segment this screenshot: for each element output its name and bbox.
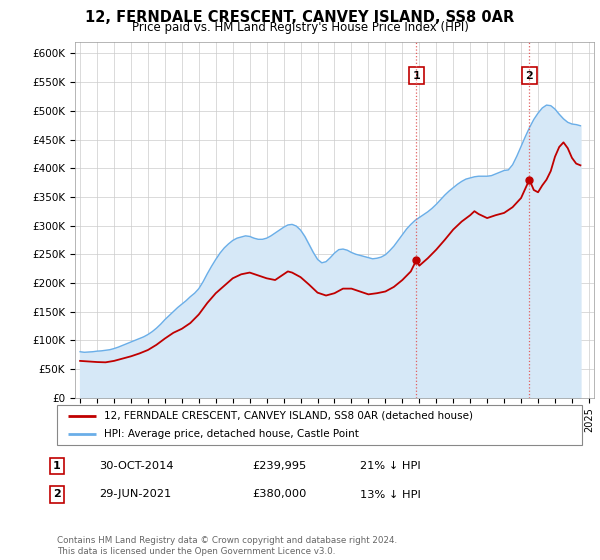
Text: 12, FERNDALE CRESCENT, CANVEY ISLAND, SS8 0AR (detached house): 12, FERNDALE CRESCENT, CANVEY ISLAND, SS… bbox=[104, 411, 473, 421]
Text: 1: 1 bbox=[413, 71, 420, 81]
Text: £380,000: £380,000 bbox=[252, 489, 307, 500]
Text: 1: 1 bbox=[53, 461, 61, 471]
Text: 21% ↓ HPI: 21% ↓ HPI bbox=[360, 461, 421, 471]
Text: 29-JUN-2021: 29-JUN-2021 bbox=[99, 489, 171, 500]
Text: 12, FERNDALE CRESCENT, CANVEY ISLAND, SS8 0AR: 12, FERNDALE CRESCENT, CANVEY ISLAND, SS… bbox=[85, 10, 515, 25]
Text: 2: 2 bbox=[526, 71, 533, 81]
Text: 30-OCT-2014: 30-OCT-2014 bbox=[99, 461, 173, 471]
Text: Contains HM Land Registry data © Crown copyright and database right 2024.
This d: Contains HM Land Registry data © Crown c… bbox=[57, 536, 397, 556]
Text: 13% ↓ HPI: 13% ↓ HPI bbox=[360, 489, 421, 500]
Text: £239,995: £239,995 bbox=[252, 461, 306, 471]
FancyBboxPatch shape bbox=[57, 405, 582, 445]
Text: HPI: Average price, detached house, Castle Point: HPI: Average price, detached house, Cast… bbox=[104, 430, 359, 439]
Text: 2: 2 bbox=[53, 489, 61, 500]
Text: Price paid vs. HM Land Registry's House Price Index (HPI): Price paid vs. HM Land Registry's House … bbox=[131, 21, 469, 34]
